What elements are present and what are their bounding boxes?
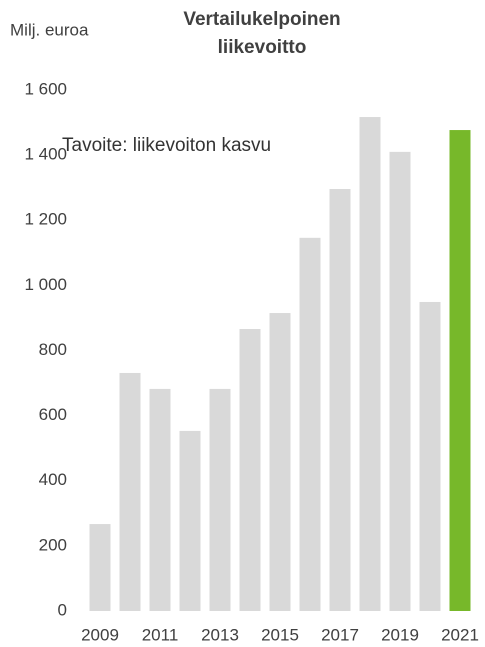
x-tick-label: 2009 bbox=[81, 625, 119, 644]
y-tick-label: 1 200 bbox=[24, 210, 67, 229]
y-tick-label: 800 bbox=[39, 340, 67, 359]
bar bbox=[89, 524, 111, 611]
bar bbox=[359, 117, 381, 611]
annotation: Tavoite: liikevoiton kasvu bbox=[62, 135, 271, 156]
y-tick-label: 200 bbox=[39, 535, 67, 554]
x-tick-label: 2017 bbox=[321, 625, 359, 644]
y-tick-label: 0 bbox=[58, 600, 67, 619]
chart-title: liikevoitto bbox=[218, 37, 307, 58]
bar bbox=[299, 237, 321, 612]
bar bbox=[419, 301, 441, 611]
y-tick-label: 400 bbox=[39, 470, 67, 489]
y-tick-label: 600 bbox=[39, 405, 67, 424]
x-tick-label: 2021 bbox=[441, 625, 479, 644]
bar bbox=[149, 388, 171, 611]
bar bbox=[239, 329, 261, 611]
bar bbox=[209, 388, 231, 611]
y-tick-label: 1 000 bbox=[24, 275, 67, 294]
bar bbox=[389, 151, 411, 611]
bar bbox=[179, 430, 201, 611]
bar bbox=[119, 372, 141, 611]
bar bbox=[329, 188, 351, 612]
x-tick-label: 2015 bbox=[261, 625, 299, 644]
bar bbox=[269, 313, 291, 611]
y-axis-label: Milj. euroa bbox=[10, 20, 89, 39]
x-tick-label: 2019 bbox=[381, 625, 419, 644]
x-tick-label: 2011 bbox=[142, 625, 179, 644]
bar bbox=[449, 130, 471, 611]
chart-title: Vertailukelpoinen bbox=[183, 9, 340, 30]
x-tick-label: 2013 bbox=[201, 625, 239, 644]
y-tick-label: 1 600 bbox=[24, 79, 67, 98]
y-tick-label: 1 400 bbox=[24, 145, 67, 164]
